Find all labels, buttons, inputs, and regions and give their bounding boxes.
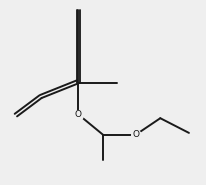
Text: O: O: [75, 110, 82, 119]
Text: O: O: [132, 130, 139, 139]
